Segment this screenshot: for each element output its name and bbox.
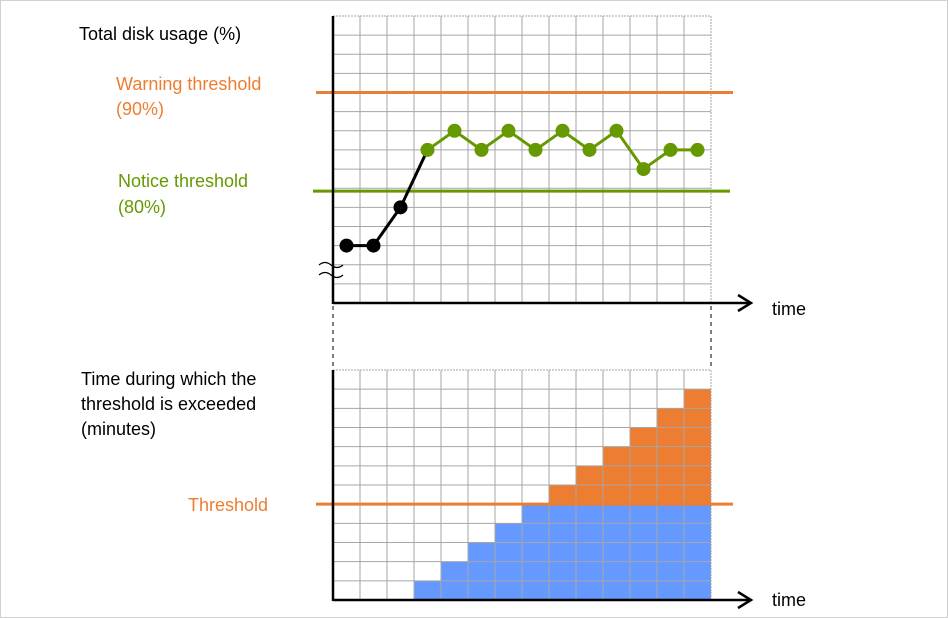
usage-line-segment [615, 129, 645, 170]
usage-data-point [447, 123, 462, 138]
usage-data-point [393, 200, 408, 215]
usage-line-segment [399, 149, 429, 208]
bottom-x-label: time [772, 590, 807, 610]
axis-break-mark [318, 261, 344, 269]
bar-below-threshold [414, 580, 441, 600]
bottom-y-label-line2: threshold is exceeded [81, 394, 257, 414]
warning-threshold-label: Warning threshold [116, 74, 262, 94]
bar-below-threshold [684, 504, 711, 600]
top-x-label: time [772, 299, 807, 319]
usage-line-segment [372, 206, 402, 247]
axis-break-mark [318, 271, 344, 279]
usage-data-point [690, 142, 705, 157]
usage-data-point [555, 123, 570, 138]
bottom-x-axis-arrow [737, 590, 754, 610]
bar-below-threshold [603, 504, 630, 600]
bottom-y-label-line3: (minutes) [81, 419, 157, 439]
bar-below-threshold [657, 504, 684, 600]
threshold-label: Threshold [188, 495, 269, 515]
usage-data-point [663, 142, 678, 157]
top-x-axis-arrow [737, 293, 754, 313]
usage-data-point [501, 123, 516, 138]
notice-threshold-label: Notice threshold [118, 171, 249, 191]
usage-data-point [528, 142, 543, 157]
bar-above-threshold [549, 485, 576, 505]
usage-data-point [420, 142, 435, 157]
notice-threshold-value: (80%) [118, 197, 167, 217]
bar-below-threshold [549, 504, 576, 600]
usage-data-point [474, 142, 489, 157]
usage-data-point [609, 123, 624, 138]
usage-data-point [366, 238, 381, 253]
usage-data-point [582, 142, 597, 157]
bar-below-threshold [630, 504, 657, 600]
bar-above-threshold [603, 446, 630, 505]
top-y-label: Total disk usage (%) [79, 24, 242, 44]
bar-below-threshold [468, 542, 495, 600]
bottom-y-label-line1: Time during which the [81, 369, 257, 389]
bar-above-threshold [657, 408, 684, 505]
bar-below-threshold [522, 504, 549, 600]
usage-data-point [339, 238, 354, 253]
usage-data-point [636, 162, 651, 177]
warning-threshold-value: (90%) [116, 99, 165, 119]
bar-below-threshold [576, 504, 603, 600]
